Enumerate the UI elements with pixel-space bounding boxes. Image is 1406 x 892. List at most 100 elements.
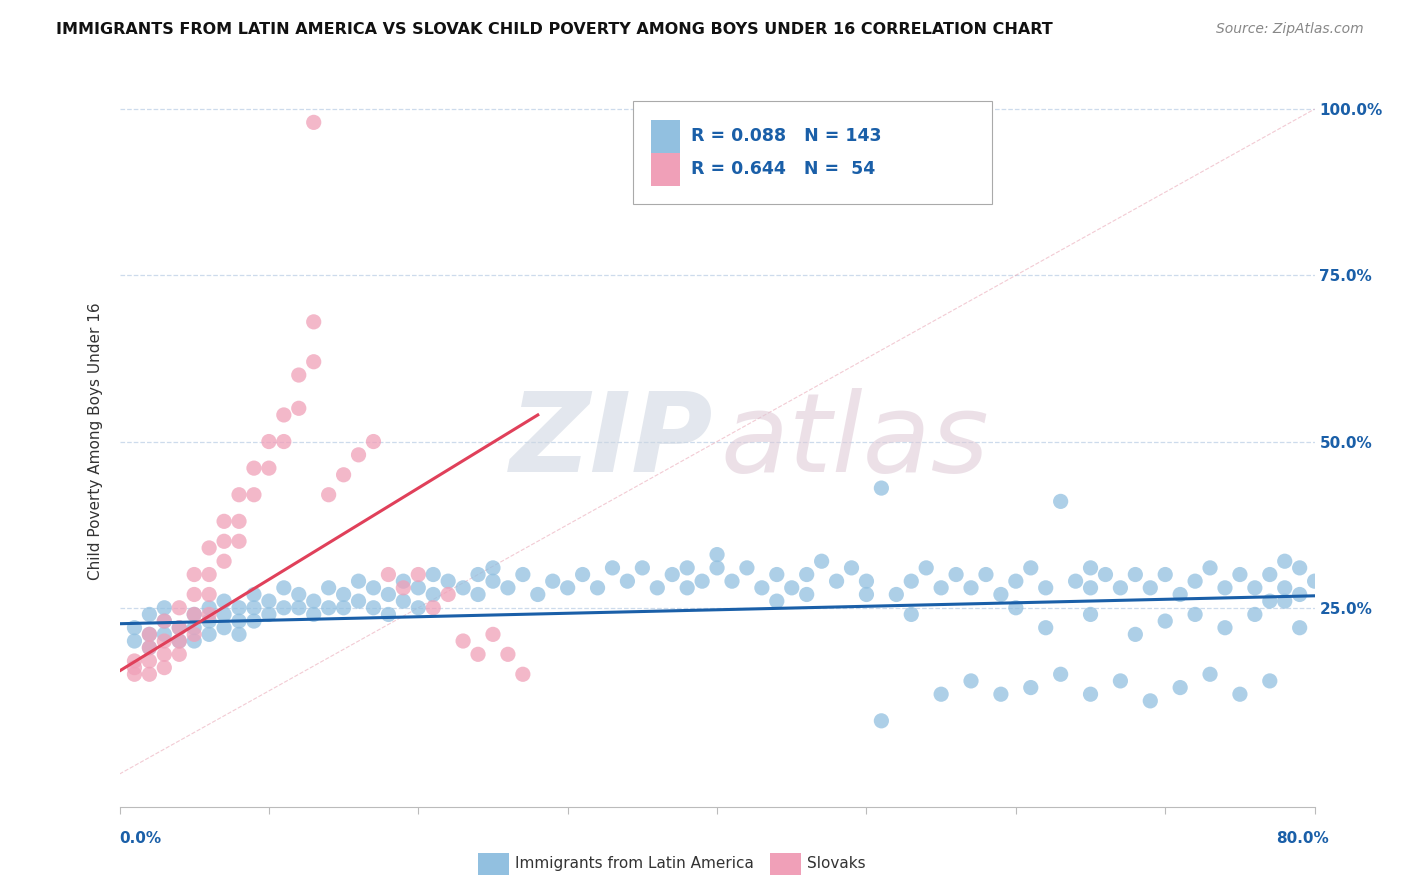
Point (451, 634, 474, 648)
Point (153, 614, 176, 628)
Bar (770, 853, 801, 875)
Point (780, 581, 803, 595)
Point (332, 467, 354, 482)
Point (228, 488, 250, 502)
Point (138, 607, 160, 622)
Point (825, 574, 848, 589)
Point (437, 587, 460, 601)
Point (228, 627, 250, 641)
Point (288, 368, 311, 382)
Point (302, 315, 325, 329)
Point (990, 687, 1012, 701)
Point (153, 634, 176, 648)
Point (153, 627, 176, 641)
Point (138, 627, 160, 641)
Point (183, 587, 205, 601)
Point (1035, 621, 1057, 635)
Point (796, 567, 818, 582)
Point (974, 567, 997, 582)
Point (512, 667, 534, 681)
Point (482, 627, 505, 641)
Point (1288, 621, 1310, 635)
Point (1303, 574, 1326, 589)
Point (1035, 581, 1057, 595)
Point (377, 587, 399, 601)
Point (302, 594, 325, 608)
Point (408, 581, 430, 595)
Point (153, 648, 176, 662)
Point (1274, 554, 1296, 568)
Point (1199, 561, 1222, 575)
Point (288, 587, 311, 601)
Point (676, 561, 699, 575)
Point (810, 554, 832, 568)
Point (302, 355, 325, 369)
Point (392, 581, 415, 595)
Point (198, 600, 221, 615)
Point (302, 607, 325, 622)
Text: Slovaks: Slovaks (807, 855, 866, 871)
Point (915, 561, 938, 575)
Point (392, 574, 415, 589)
Point (347, 574, 370, 589)
Point (183, 627, 205, 641)
Point (1005, 600, 1028, 615)
Point (212, 607, 235, 622)
Point (228, 614, 250, 628)
Point (138, 627, 160, 641)
Y-axis label: Child Poverty Among Boys Under 16: Child Poverty Among Boys Under 16 (87, 302, 103, 581)
Point (1274, 581, 1296, 595)
Point (212, 514, 235, 528)
Point (183, 607, 205, 622)
Point (347, 594, 370, 608)
Point (183, 634, 205, 648)
Point (124, 621, 146, 635)
Point (198, 541, 221, 555)
Point (363, 581, 385, 595)
Point (318, 581, 340, 595)
Point (212, 554, 235, 568)
Point (198, 627, 221, 641)
Point (332, 587, 354, 601)
Point (363, 434, 385, 449)
Point (451, 581, 474, 595)
Point (124, 667, 146, 681)
Point (721, 574, 744, 589)
Point (422, 587, 444, 601)
Point (377, 567, 399, 582)
Point (228, 514, 250, 528)
Point (1005, 574, 1028, 589)
Point (153, 660, 176, 674)
Point (855, 587, 877, 601)
Point (647, 581, 669, 595)
Point (138, 667, 160, 681)
Point (257, 434, 280, 449)
Point (960, 581, 983, 595)
Point (1019, 681, 1042, 695)
Point (243, 488, 266, 502)
Text: ZIP: ZIP (510, 388, 713, 495)
Point (169, 621, 191, 635)
Point (1258, 567, 1281, 582)
Point (1258, 594, 1281, 608)
Point (198, 614, 221, 628)
Point (467, 567, 489, 582)
Text: Immigrants from Latin America: Immigrants from Latin America (515, 855, 754, 871)
Point (257, 461, 280, 475)
Point (1109, 673, 1132, 688)
Point (1125, 567, 1147, 582)
Point (1139, 581, 1161, 595)
Point (735, 561, 758, 575)
Point (1288, 587, 1310, 601)
Bar (651, 153, 681, 186)
Point (706, 561, 728, 575)
Point (1154, 614, 1177, 628)
Point (347, 448, 370, 462)
Point (512, 567, 534, 582)
Point (467, 648, 489, 662)
Point (1154, 567, 1177, 582)
Point (198, 587, 221, 601)
Point (377, 607, 399, 622)
Point (1168, 587, 1191, 601)
Point (482, 561, 505, 575)
